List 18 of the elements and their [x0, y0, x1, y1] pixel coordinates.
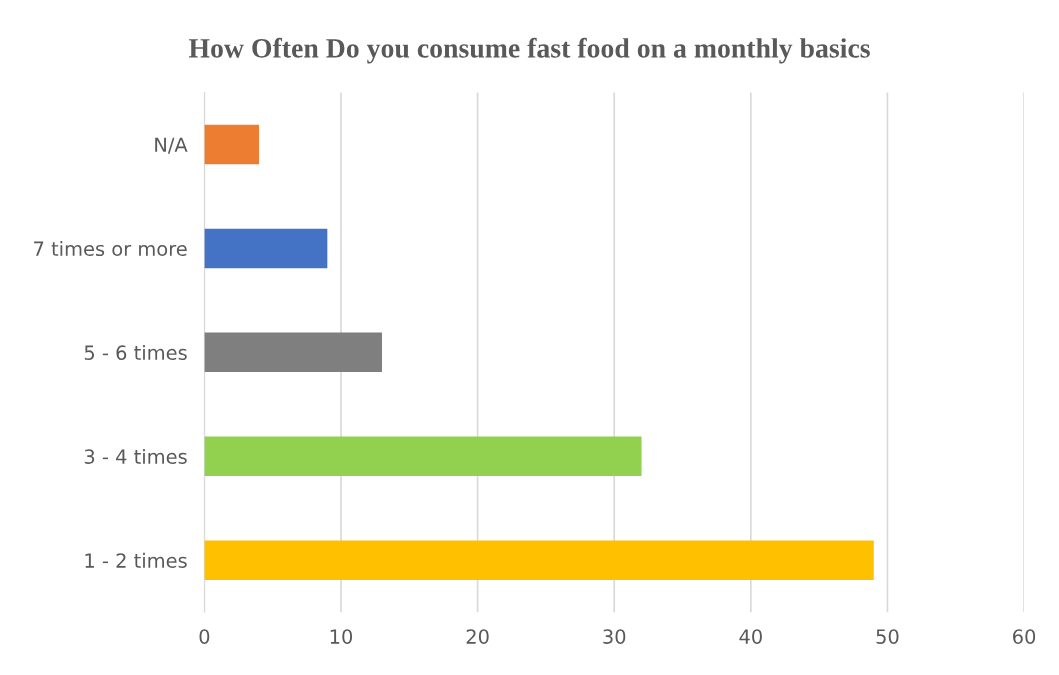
bar	[204, 124, 260, 165]
y-tick-label: 7 times or more	[34, 241, 187, 257]
y-tick-label: 3 - 4 times	[84, 448, 187, 464]
bar	[204, 436, 642, 477]
bar	[204, 228, 328, 269]
x-tick-label: 60	[1013, 629, 1036, 644]
chart-title: How Often Do you consume fast food on a monthly basics	[188, 37, 870, 64]
y-tick-label: N/A	[155, 137, 188, 154]
bar	[204, 332, 382, 373]
x-tick-label: 20	[466, 629, 489, 644]
x-tick-label: 10	[330, 629, 353, 644]
y-tick-label: 5 - 6 times	[84, 344, 187, 361]
x-tick-label: 50	[876, 629, 899, 644]
bar	[204, 540, 874, 580]
x-tick-label: 30	[603, 629, 626, 644]
y-tick-label: 1 - 2 times	[85, 552, 187, 568]
x-tick-label: 0	[199, 629, 210, 644]
x-tick-label: 40	[739, 629, 762, 644]
